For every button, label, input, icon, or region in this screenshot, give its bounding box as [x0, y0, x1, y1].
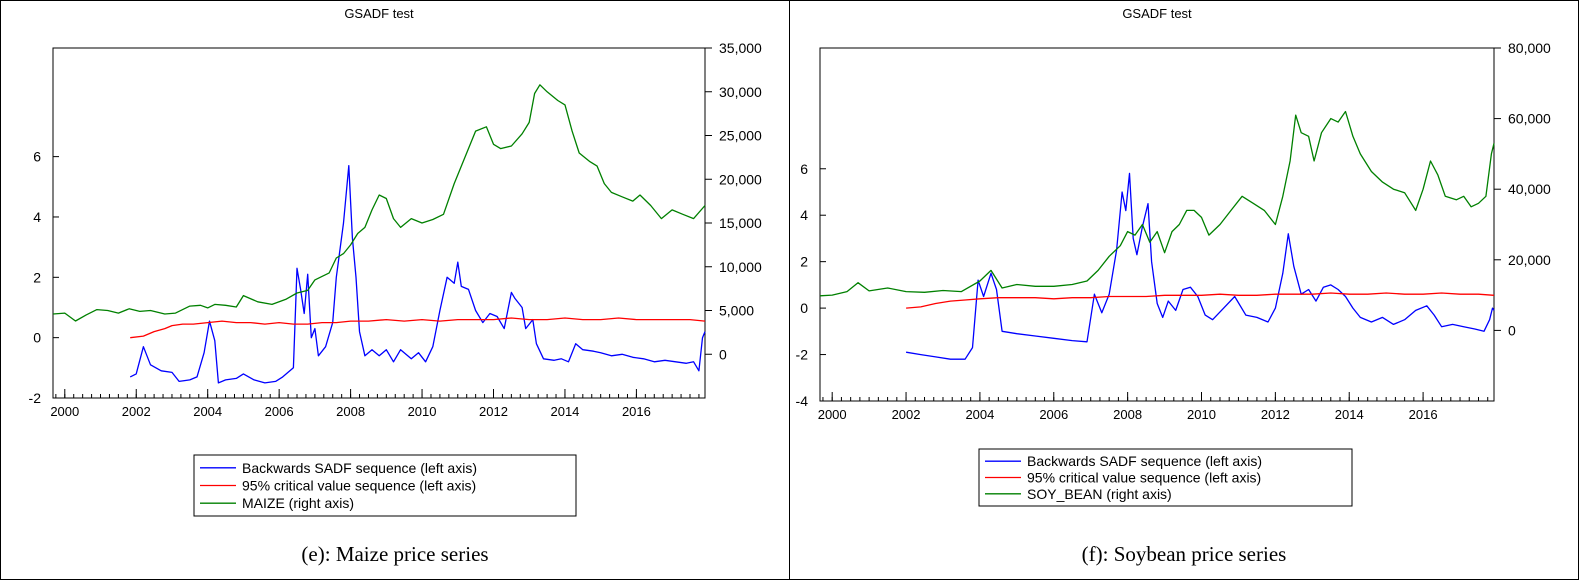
- c0-left-tick-label: 2: [33, 269, 41, 285]
- panel-e: GSADF test 2000 2002 2004 2006 2008 2010 2012 20…: [0, 0, 790, 580]
- c1-series-line-0: [905, 172, 1495, 360]
- c1-x-tick-label: 2012: [1261, 407, 1290, 422]
- caption-f: (f): Soybean price series: [1081, 542, 1287, 566]
- c1-right-tick-label: 80,000: [1508, 40, 1551, 56]
- c1-right-tick-label: 0: [1508, 322, 1516, 338]
- c0-left-tick-label: -2: [29, 390, 42, 406]
- c0-x-tick-label: 2012: [479, 404, 508, 419]
- c0-right-tick-label: 35,000: [719, 40, 762, 56]
- c0-x-tick-label: 2004: [193, 404, 222, 419]
- c0-series-line-1: [130, 317, 706, 339]
- c0-x-tick-label: 2002: [122, 404, 151, 419]
- c0-legend-box: [193, 454, 577, 517]
- c1-left-tick-label: 4: [800, 207, 808, 223]
- c1-legend-label-2: SOY_BEAN (right axis): [1027, 486, 1172, 502]
- c0-right-tick-label: 10,000: [719, 259, 762, 275]
- c0-left-tick-label: 6: [33, 149, 41, 165]
- c1-series-line-1: [906, 292, 1495, 309]
- c0-left-tick-label: 4: [33, 209, 41, 225]
- c0-x-tick-label: 2016: [622, 404, 651, 419]
- c0-x-tick-label: 2014: [550, 404, 579, 419]
- c0-legend-label-1: 95% critical value sequence (left axis): [242, 478, 476, 494]
- c1-x-tick-label: 2010: [1187, 407, 1216, 422]
- c0-right-tick-label: 15,000: [719, 215, 762, 231]
- c0-x-tick-label: 2008: [336, 404, 365, 419]
- c1-right-tick-label: 60,000: [1508, 111, 1551, 127]
- panel-f: GSADF test 2000 2002 2004 2006 2008 2010 2012 20…: [789, 0, 1579, 580]
- c0-right-tick-label: 0: [719, 346, 727, 362]
- c1-plot-frame: [819, 47, 1495, 402]
- c1-x-tick-label: 2008: [1113, 407, 1142, 422]
- c1-chart-title: GSADF test: [1122, 6, 1192, 21]
- c0-series-line-2: [52, 84, 706, 322]
- c0-plot-frame: [52, 47, 706, 399]
- c1-left-tick-label: -4: [796, 393, 809, 409]
- c1-x-tick-label: 2000: [818, 407, 847, 422]
- c1-left-tick-label: 0: [800, 300, 808, 316]
- c1-legend-label-0: Backwards SADF sequence (left axis): [1027, 453, 1262, 469]
- c1-x-tick-label: 2014: [1335, 407, 1364, 422]
- c0-right-tick-label: 20,000: [719, 171, 762, 187]
- caption-e: (e): Maize price series: [301, 542, 489, 566]
- c0-x-tick-label: 2006: [265, 404, 294, 419]
- c1-right-tick-label: 20,000: [1508, 252, 1551, 268]
- c0-left-tick-label: 0: [33, 330, 41, 346]
- c0-legend-label-2: MAIZE (right axis): [242, 495, 354, 511]
- c0-right-tick-label: 5,000: [719, 303, 754, 319]
- c0-x-tick-label: 2000: [50, 404, 79, 419]
- c1-left-tick-label: 2: [800, 254, 808, 270]
- c0-legend-label-0: Backwards SADF sequence (left axis): [242, 460, 477, 476]
- c1-left-tick-label: -2: [796, 347, 809, 363]
- c1-legend-box: [978, 448, 1353, 507]
- c1-x-tick-label: 2016: [1409, 407, 1438, 422]
- c1-left-tick-label: 6: [800, 161, 808, 177]
- c1-x-tick-label: 2006: [1039, 407, 1068, 422]
- c0-series-line-0: [129, 165, 706, 384]
- c1-legend-label-1: 95% critical value sequence (left axis): [1027, 470, 1261, 486]
- c1-right-tick-label: 40,000: [1508, 181, 1551, 197]
- c1-x-tick-label: 2004: [965, 407, 994, 422]
- c0-right-tick-label: 25,000: [719, 128, 762, 144]
- c1-x-tick-label: 2002: [892, 407, 921, 422]
- c1-series-line-2: [819, 110, 1495, 297]
- c0-chart-title: GSADF test: [344, 6, 414, 21]
- c0-x-tick-label: 2010: [408, 404, 437, 419]
- c0-right-tick-label: 30,000: [719, 84, 762, 100]
